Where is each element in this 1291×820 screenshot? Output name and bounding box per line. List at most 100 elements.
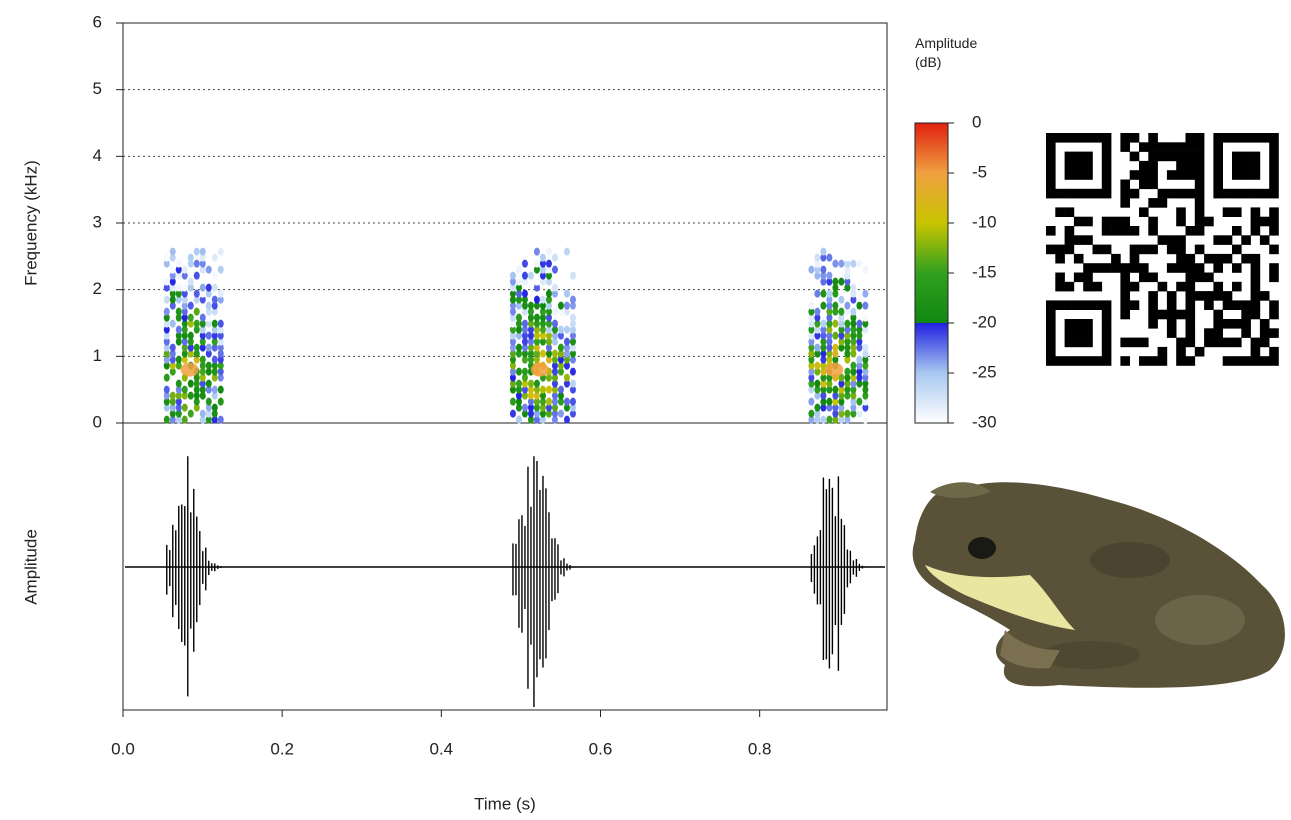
qr-module — [1185, 291, 1196, 301]
qr-module — [1241, 160, 1251, 171]
qr-module — [1259, 337, 1270, 348]
spectrogram-cell — [199, 415, 206, 424]
qr-module — [1092, 244, 1103, 255]
spectrogram-cell — [211, 409, 218, 418]
qr-module — [1120, 226, 1130, 236]
spectrogram-cell — [163, 307, 170, 316]
qr-module — [1185, 281, 1196, 292]
spectrogram-cell — [808, 331, 815, 340]
qr-module — [1166, 188, 1177, 199]
spectrogram-cell — [181, 265, 188, 274]
spectrogram-cell — [509, 361, 516, 370]
spectrogram-cell — [539, 325, 546, 334]
spectrogram-cell — [808, 385, 815, 394]
spectrogram-cell — [545, 343, 552, 352]
spectrogram-cell — [205, 397, 212, 406]
qr-module — [1222, 235, 1233, 245]
spectrogram-cell — [205, 367, 212, 376]
spectrogram-cell — [850, 361, 857, 370]
spectrogram-cell — [826, 295, 833, 304]
spectrogram-cell — [808, 409, 815, 418]
qr-module — [1213, 179, 1223, 190]
spectrogram-cell — [808, 397, 815, 406]
qr-module — [1101, 133, 1112, 143]
qr-module — [1157, 356, 1168, 366]
qr-module — [1073, 133, 1084, 143]
spectrogram-cell — [569, 295, 576, 304]
spectrogram-cell — [563, 337, 570, 346]
spectrogram-cell — [539, 337, 546, 346]
qr-module — [1139, 160, 1149, 171]
spectrogram-cell — [551, 397, 558, 406]
spectrogram-cell — [533, 295, 540, 304]
qr-module — [1176, 263, 1186, 273]
spectrogram-cell — [820, 325, 827, 334]
spectrogram-cell — [211, 301, 218, 310]
spectrogram-cell — [808, 367, 815, 376]
spectrogram-cell — [217, 325, 224, 334]
spectrogram-cell — [217, 397, 224, 406]
spectrogram-cell — [509, 337, 516, 346]
spectrogram-cell — [205, 379, 212, 388]
spectrogram-cell — [169, 343, 176, 352]
spectrogram-cell — [557, 301, 564, 310]
spectrogram-cell — [193, 397, 200, 406]
spectrogram-cell — [557, 385, 564, 394]
spectrogram-cell — [163, 373, 170, 382]
y-axis-label: Frequency (kHz) — [21, 160, 40, 286]
qr-module — [1250, 346, 1261, 357]
spectrogram-cell — [199, 379, 206, 388]
spectrogram-cell — [163, 391, 170, 400]
qr-module — [1213, 309, 1223, 320]
qr-module — [1092, 188, 1103, 199]
spectrogram-cell — [181, 283, 188, 292]
qr-module — [1046, 160, 1056, 171]
qr-module — [1232, 281, 1242, 292]
qr-module — [1083, 328, 1093, 338]
frog-photo — [912, 482, 1285, 688]
spectrogram-cell — [175, 271, 182, 280]
qr-module — [1213, 263, 1223, 273]
qr-module — [1064, 207, 1075, 217]
spectrogram-cell — [844, 349, 851, 358]
qr-module — [1232, 244, 1242, 255]
spectrogram-cell — [181, 391, 188, 400]
qr-module — [1204, 337, 1214, 348]
spectrogram-cell — [844, 277, 851, 286]
spectrogram-cell — [862, 319, 869, 328]
spectrogram-cell — [808, 313, 815, 322]
spectrogram-cell — [163, 415, 170, 424]
qr-module — [1046, 179, 1056, 190]
qr-module — [1139, 244, 1149, 255]
spectrogram-cell — [569, 271, 576, 280]
spectrogram-cell — [533, 355, 540, 364]
spectrogram-cell — [551, 379, 558, 388]
spectrogram-cell — [187, 259, 194, 268]
qr-module — [1046, 142, 1056, 152]
spectrogram-cell — [820, 337, 827, 346]
spectrogram-cell — [217, 319, 224, 328]
qr-module — [1213, 133, 1223, 143]
spectrogram-cell — [199, 247, 206, 256]
qr-module — [1148, 170, 1158, 180]
qr-module — [1073, 319, 1084, 329]
spectrogram-cell — [181, 385, 188, 394]
spectrogram-cell — [862, 385, 869, 394]
spectrogram-cell — [521, 277, 528, 286]
qr-module — [1101, 216, 1112, 227]
spectrogram-cell — [551, 385, 558, 394]
spectrogram-cell — [832, 415, 839, 424]
spectrogram-cell — [193, 319, 200, 328]
spectrogram-cell — [169, 289, 176, 298]
spectrogram-cell — [820, 403, 827, 412]
qr-module — [1250, 170, 1261, 180]
spectrogram-cell — [169, 247, 176, 256]
spectrogram-cell — [169, 265, 176, 274]
spectrogram-cell — [862, 367, 869, 376]
spectrogram-cell — [545, 271, 552, 280]
spectrogram-cell — [211, 403, 218, 412]
spectrogram-cell — [205, 331, 212, 340]
spectrogram-cell — [850, 331, 857, 340]
spectrogram-cell — [187, 301, 194, 310]
spectrogram-cell — [814, 325, 821, 334]
